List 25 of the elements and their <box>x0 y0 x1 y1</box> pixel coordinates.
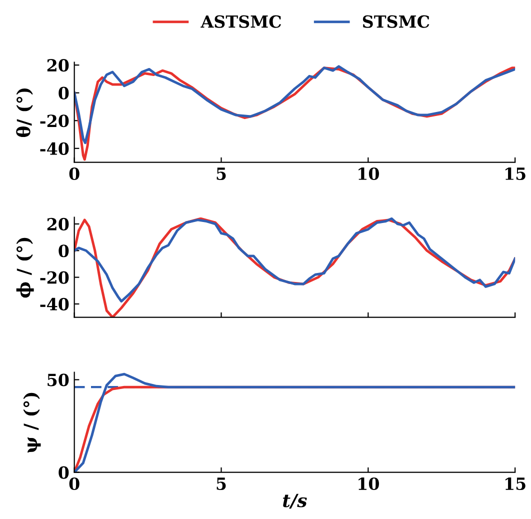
x-tick-label: 5 <box>216 168 226 180</box>
y-tick-label: -40 <box>40 142 69 155</box>
x-tick-label: 10 <box>358 477 379 490</box>
y-tick-label: -20 <box>40 271 69 284</box>
x-tick-label: 0 <box>69 167 80 180</box>
x-tick-label: 15 <box>506 477 526 490</box>
y-tick-label: 0 <box>58 86 69 100</box>
y-tick-label: 20 <box>47 218 69 231</box>
y-axis-title: ψ / (°) <box>23 392 41 453</box>
legend-label: ASTSMC <box>200 15 281 28</box>
y-tick-label: 50 <box>48 374 69 386</box>
legend-label: STSMC <box>362 15 430 28</box>
x-tick-label: 15 <box>506 167 526 180</box>
y-tick-label: 20 <box>47 59 69 72</box>
line-series <box>74 65 516 144</box>
y-tick-label: -20 <box>40 114 69 128</box>
x-axis-title: t/s <box>283 494 307 509</box>
y-tick-label: 0 <box>58 244 69 258</box>
y-axis-title: θ/ (°) <box>16 88 33 138</box>
y-axis-title: ϕ / (°) <box>16 238 34 298</box>
y-tick-label: -40 <box>40 298 69 311</box>
x-tick-label: 0 <box>69 477 80 490</box>
x-tick-label: 10 <box>358 167 379 180</box>
y-tick-label: 0 <box>58 466 69 479</box>
x-tick-label: 5 <box>216 478 226 490</box>
